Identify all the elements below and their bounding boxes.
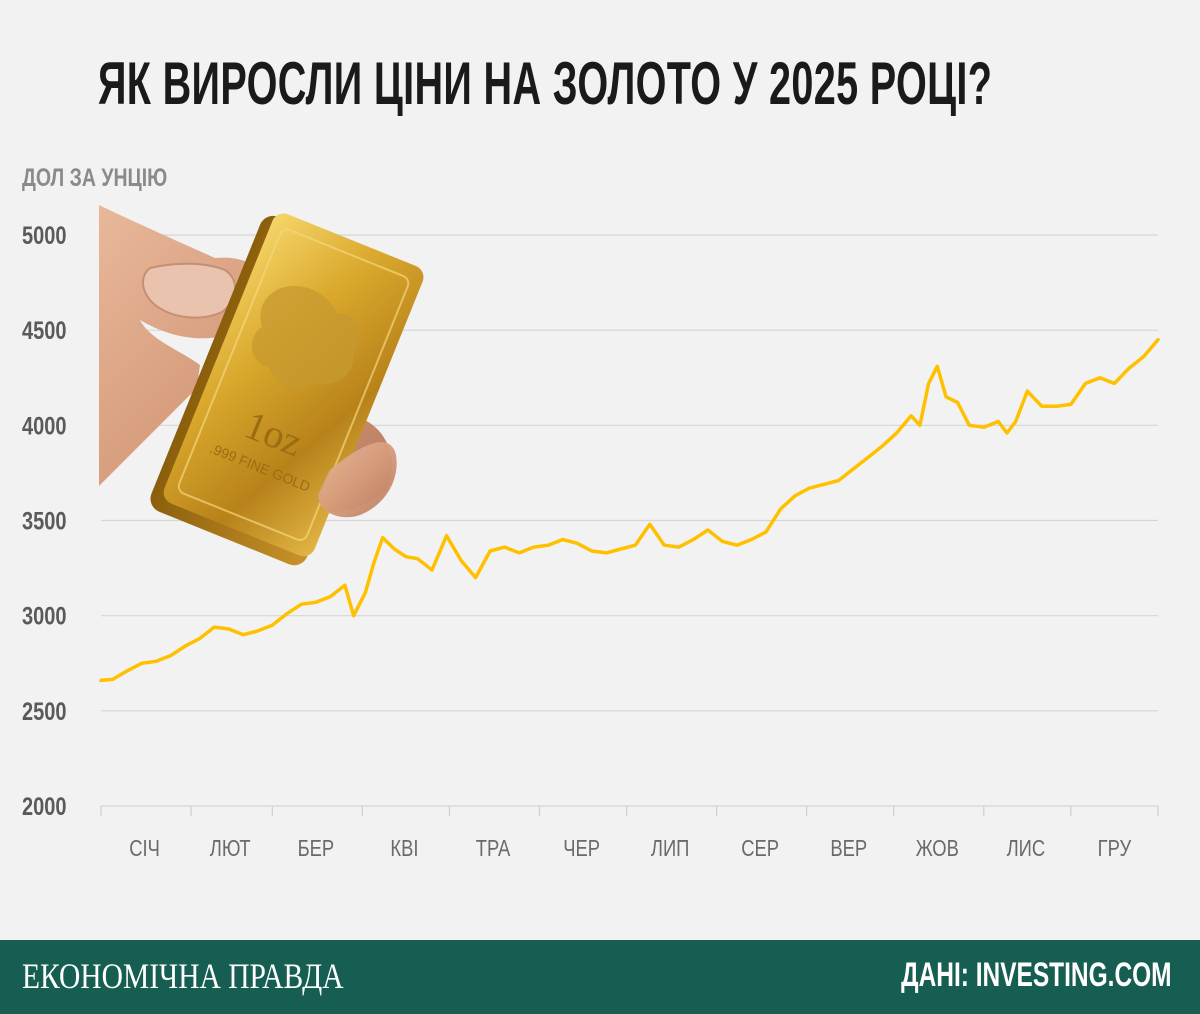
x-tick-label: ГРУ bbox=[1098, 836, 1132, 861]
y-tick-label: 4500 bbox=[22, 317, 66, 345]
x-tick-label: ЧЕР bbox=[563, 836, 600, 861]
x-tick-label: КВІ bbox=[390, 836, 418, 861]
x-axis bbox=[100, 805, 1159, 816]
x-tick-label: ЛИП bbox=[651, 836, 689, 861]
x-tick-label: СІЧ bbox=[129, 836, 160, 861]
y-axis-label: ДОЛ ЗА УНЦІЮ bbox=[22, 164, 167, 192]
x-tick-label: ЛИС bbox=[1007, 836, 1046, 861]
y-tick-label: 2500 bbox=[22, 698, 66, 726]
y-tick-label: 2000 bbox=[22, 793, 66, 821]
x-tick-label: СЕР bbox=[741, 836, 779, 861]
chart-title: ЯК ВИРОСЛИ ЦІНИ НА ЗОЛОТО У 2025 РОЦІ? bbox=[98, 50, 993, 117]
gold-price-chart: ДОЛ ЗА УНЦІЮ 5000 4500 4000 3500 3000 2500 200… bbox=[22, 164, 1160, 862]
x-tick-labels: СІЧ ЛЮТ БЕР КВІ ТРА ЧЕР ЛИП СЕР ВЕР ЖОВ ЛИС ГРУ bbox=[129, 836, 1132, 861]
data-source: ДАНІ: INVESTING.COM bbox=[901, 956, 1172, 994]
x-tick-label: ЛЮТ bbox=[210, 836, 251, 861]
y-tick-label: 5000 bbox=[22, 222, 66, 250]
x-tick-label: БЕР bbox=[298, 836, 335, 861]
y-tick-labels: 5000 4500 4000 3500 3000 2500 2000 bbox=[22, 222, 66, 821]
x-tick-label: ЖОВ bbox=[916, 836, 959, 861]
y-tick-label: 3500 bbox=[22, 507, 66, 535]
gridlines bbox=[101, 234, 1158, 712]
x-tick-label: ВЕР bbox=[830, 836, 867, 861]
y-tick-label: 4000 bbox=[22, 412, 66, 440]
brand-logo-text: ЕКОНОМІЧНА ПРАВДА bbox=[22, 956, 344, 996]
y-tick-label: 3000 bbox=[22, 603, 66, 631]
gold-price-line bbox=[99, 337, 1160, 683]
footer-bar: ЕКОНОМІЧНА ПРАВДА ДАНІ: INVESTING.COM bbox=[0, 940, 1200, 1014]
x-tick-label: ТРА bbox=[476, 836, 511, 861]
